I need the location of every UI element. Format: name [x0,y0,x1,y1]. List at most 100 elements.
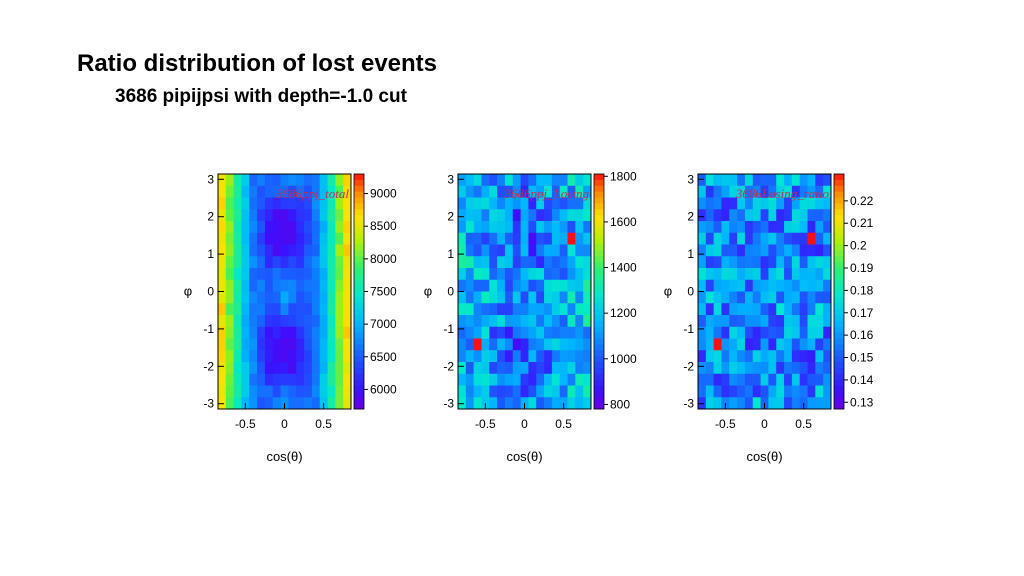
y-tick-label: 1 [447,247,454,261]
heatmap-cell [760,221,769,234]
heatmap-cell [264,291,274,304]
heatmap-cell [807,209,816,222]
heatmap-cell [583,291,592,304]
heatmap-cell [721,350,730,363]
heatmap-cell [807,303,816,316]
color-bar-segment [354,403,364,410]
heatmap-cell [807,373,816,386]
heatmap-cell [458,197,467,210]
heatmap-cell [575,279,584,292]
heatmap-cell [791,397,801,410]
heatmap-cell [504,279,514,292]
heatmap-cell [335,338,344,351]
heatmap-cell [458,279,467,292]
heatmap-cell [280,256,289,269]
heatmap-cell [311,244,321,257]
color-bar-segment [594,303,604,310]
heatmap-cell [335,244,344,257]
color-bar-segment [354,338,364,345]
heatmap-cell [327,197,336,210]
color-bar-segment [594,291,604,298]
heatmap-cell [512,279,521,292]
heatmap-cell [272,291,281,304]
heatmap-cell [536,244,545,257]
heatmap-cell [760,291,769,304]
heatmap-cell [575,232,584,245]
color-bar-segment [354,320,364,328]
heatmap-cell [536,291,545,304]
color-bar-segment [834,338,844,345]
heatmap-cell [721,221,730,234]
heatmap-cell [249,256,258,269]
heatmap-cell [497,373,506,386]
color-bar-segment [354,244,364,251]
color-bar-segment [834,238,844,245]
color-bar-segment [594,203,604,210]
heatmap-cell [233,397,242,410]
heatmap-cell [752,291,761,304]
heatmap-cell [458,232,467,245]
heatmap-cell [241,221,250,234]
heatmap-cell [311,315,321,328]
color-bar-segment [594,256,604,263]
heatmap-cell [544,197,553,210]
heatmap-cell [737,244,746,257]
heatmap-cell [319,291,328,304]
color-bar-segment [594,391,604,398]
heatmap-cell [575,373,584,386]
heatmap-cell [567,221,576,234]
heatmap-cell [304,232,313,245]
y-tick-label: -1 [203,322,214,336]
heatmap-cell [815,338,824,351]
heatmap-cell [512,303,521,316]
heatmap-cell [528,185,537,198]
heatmap-cell [296,303,305,316]
heatmap-cell [296,373,305,386]
heatmap-cell [458,326,467,339]
heatmap-cell [520,268,529,281]
heatmap-cell [272,209,281,222]
heatmap-cell [304,256,313,269]
heatmap-cell [744,315,754,328]
heatmap-cell [343,221,352,234]
heatmap-cell [823,256,832,269]
heatmap-cell [249,362,258,375]
heatmap-cell [823,279,832,292]
heatmap-cell [458,291,467,304]
heatmap-cell [760,326,769,339]
x-tick-label: 0 [521,417,528,431]
heatmap-cell [567,362,576,375]
heatmap-cell [280,326,289,339]
heatmap-cell [713,303,722,316]
heatmap-cell [799,315,808,328]
heatmap-cell [528,174,537,187]
heatmap-cell [551,397,561,410]
heatmap-cell [768,279,777,292]
heatmap-cell [768,315,777,328]
heatmap-cell [225,385,235,398]
heatmap-cell [705,397,715,410]
heatmap-cell [327,397,336,410]
heatmap-cell [784,373,793,386]
heatmap-cell [465,244,475,257]
heatmap-cell [536,315,545,328]
heatmap-cell [575,244,584,257]
heatmap-cell [752,338,761,351]
heatmap-cell [280,244,289,257]
heatmap-cell [280,291,289,304]
color-bar-segment [594,344,604,351]
heatmap-cell [335,268,344,281]
heatmap-cell [823,303,832,316]
heatmap-cell [304,197,313,210]
heatmap-cell [559,315,568,328]
heatmap-cell [528,385,537,398]
heatmap-cell [698,279,707,292]
y-tick-label: -3 [683,397,694,411]
heatmap-cell [583,385,592,398]
y-axis-label: φ [424,284,432,299]
heatmap-cell [551,362,561,375]
heatmap-cell [249,385,258,398]
heatmap-cell [272,373,281,386]
heatmap-cell [520,326,529,339]
heatmap-cell [512,185,521,198]
